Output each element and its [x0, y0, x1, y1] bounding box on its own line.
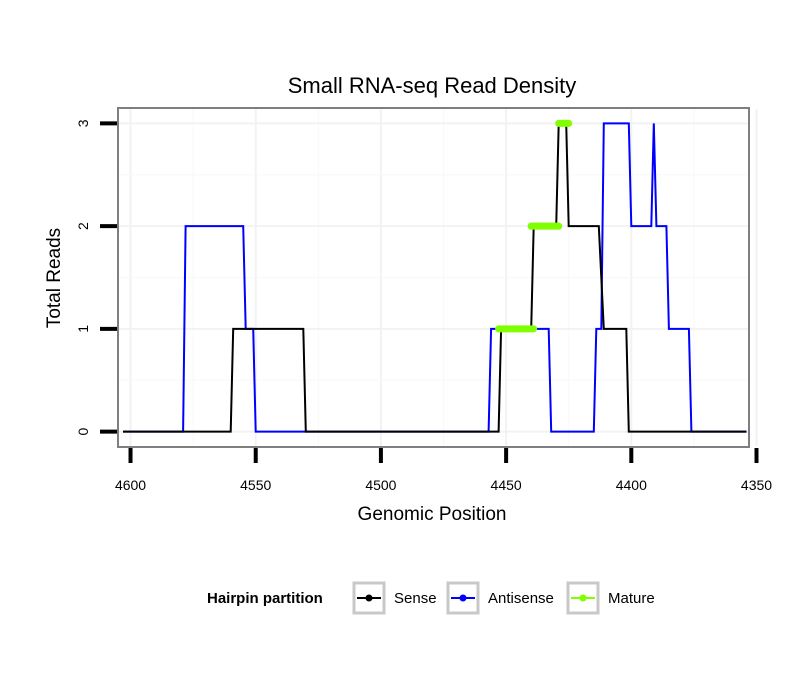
legend-title: Hairpin partition: [207, 590, 323, 607]
y-tick-label: 2: [75, 222, 91, 230]
y-axis: 0 1 2 3: [75, 119, 117, 435]
x-axis: 4600 4550 4500 4450 4400 4350: [115, 448, 772, 493]
legend-key-point: [365, 594, 373, 602]
x-tick-label: 4350: [741, 477, 772, 493]
legend-entry-antisense: Antisense: [446, 581, 554, 615]
legend-label: Sense: [394, 590, 437, 607]
legend-key-point: [459, 594, 467, 602]
series-layer: [123, 119, 747, 433]
x-axis-title: Genomic Position: [358, 504, 507, 525]
y-tick-label: 0: [75, 427, 91, 435]
legend-label: Mature: [608, 590, 655, 607]
legend-entry-sense: Sense: [352, 581, 437, 615]
x-tick-label: 4400: [616, 477, 647, 493]
y-tick-label: 3: [75, 119, 91, 127]
x-tick-label: 4450: [491, 477, 522, 493]
x-tick-label: 4500: [365, 477, 396, 493]
legend: Hairpin partition Sense Antisense Mature: [207, 581, 655, 615]
legend-key-point: [579, 594, 587, 602]
chart-title: Small RNA-seq Read Density: [288, 73, 577, 98]
x-tick-label: 4550: [240, 477, 271, 493]
y-tick-label: 1: [75, 325, 91, 333]
x-tick-label: 4600: [115, 477, 146, 493]
legend-label: Antisense: [488, 590, 554, 607]
y-axis-title: Total Reads: [44, 228, 65, 328]
legend-entry-mature: Mature: [566, 581, 655, 615]
